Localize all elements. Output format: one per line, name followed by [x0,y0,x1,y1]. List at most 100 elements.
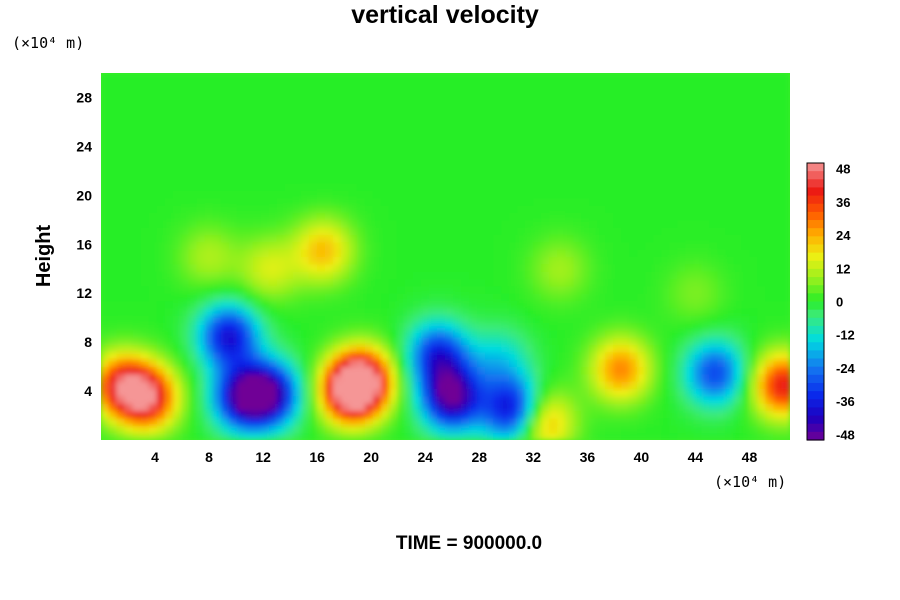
heatmap-cell [220,123,230,133]
heatmap-cell [557,182,567,191]
heatmap-cell [308,160,318,169]
heatmap-cell [565,336,575,346]
heatmap-cell [757,167,767,177]
heatmap-cell [332,388,342,397]
heatmap-cell [324,189,334,199]
heatmap-cell [549,417,559,426]
heatmap-cell [228,226,238,235]
heatmap-cell [685,270,695,280]
heatmap-cell [597,204,607,213]
heatmap-cell [733,424,743,434]
heatmap-cell [268,395,278,404]
heatmap-cell [749,175,759,184]
heatmap-cell [525,153,535,162]
heatmap-cell [108,226,118,235]
heatmap-cell [292,241,302,250]
heatmap-cell [156,278,166,287]
heatmap-cell [469,256,479,265]
heatmap-cell [669,211,679,221]
heatmap-cell [509,380,519,390]
heatmap-cell [372,219,382,228]
colorbar-tick-label: 48 [836,162,850,177]
heatmap-cell [116,182,126,191]
heatmap-cell [781,226,790,235]
heatmap-cell [404,380,414,390]
heatmap-cell [557,366,567,375]
heatmap-cell [629,73,639,81]
heatmap-cell [148,109,158,118]
heatmap-cell [733,314,743,324]
heatmap-cell [469,123,479,133]
heatmap-cell [621,248,631,257]
heatmap-cell [637,167,647,177]
x-tick-label: 24 [417,449,433,465]
heatmap-cell [180,226,190,235]
heatmap-cell [557,402,567,412]
heatmap-cell [260,373,270,382]
heatmap-cell [629,167,639,177]
heatmap-cell [300,94,310,103]
heatmap-cell [404,226,414,235]
heatmap-cell [573,380,583,390]
heatmap-cell [180,73,190,81]
heatmap-cell [101,300,110,309]
heatmap-cell [717,417,727,426]
heatmap-cell [124,131,134,140]
heatmap-cell [388,292,398,302]
heatmap-cell [252,285,262,294]
heatmap-cell [300,292,310,302]
heatmap-cell [725,307,735,316]
heatmap-cell [180,380,190,390]
heatmap-cell [717,380,727,390]
heatmap-cell [228,380,238,390]
heatmap-cell [268,197,278,206]
heatmap-cell [653,131,663,140]
heatmap-cell [412,395,422,404]
heatmap-cell [356,109,366,118]
heatmap-cell [565,211,575,221]
heatmap-cell [677,256,687,265]
heatmap-cell [597,351,607,360]
heatmap-cell [525,182,535,191]
heatmap-cell [180,402,190,412]
heatmap-cell [565,182,575,191]
heatmap-cell [244,329,254,338]
heatmap-cell [252,351,262,360]
heatmap-cell [733,248,743,257]
heatmap-cell [637,248,647,257]
heatmap-cell [380,182,390,191]
heatmap-cell [477,175,487,184]
heatmap-cell [236,153,246,162]
heatmap-cell [461,395,471,404]
heatmap-cell [140,182,150,191]
heatmap-cell [396,160,406,169]
heatmap-cell [501,94,511,103]
heatmap-cell [220,138,230,147]
heatmap-cell [332,424,342,434]
heatmap-cell [276,167,286,177]
heatmap-cell [388,358,398,368]
heatmap-cell [549,344,559,353]
heatmap-cell [316,395,326,404]
heatmap-cell [669,432,679,440]
x-tick-label: 44 [688,449,704,465]
heatmap-cell [364,285,374,294]
heatmap-cell [557,153,567,162]
heatmap-cell [669,131,679,140]
heatmap-cell [661,153,671,162]
heatmap-cell [108,263,118,272]
heatmap-cell [316,101,326,111]
heatmap-cell [276,248,286,257]
heatmap-cell [404,160,414,169]
heatmap-cell [340,87,350,96]
heatmap-cell [124,336,134,346]
heatmap-cell [228,131,238,140]
heatmap-cell [348,145,358,155]
heatmap-cell [284,79,294,89]
heatmap-cell [725,432,735,440]
heatmap-cell [412,270,422,280]
heatmap-cell [140,373,150,382]
heatmap-cell [781,153,790,162]
heatmap-cell [332,182,342,191]
heatmap-cell [645,73,655,81]
